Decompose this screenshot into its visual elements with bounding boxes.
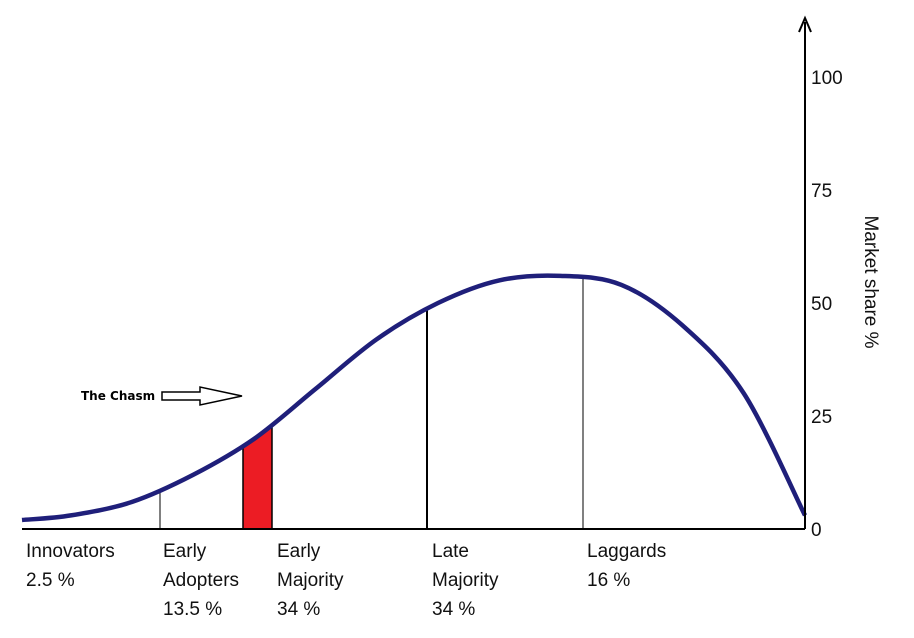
segment-label-line: Majority	[277, 570, 344, 591]
segment-label-early-adopters: Early Adopters 13.5 %	[163, 541, 239, 620]
chasm-arrow	[161, 386, 243, 406]
y-tick-labels: 0 25 50 75 100	[811, 68, 843, 541]
adoption-curve	[21, 273, 808, 523]
segment-label-line: 34 %	[277, 599, 320, 620]
segment-label-laggards: Laggards 16 %	[587, 541, 666, 591]
y-tick-label: 50	[811, 294, 832, 315]
chasm-label: The Chasm	[81, 389, 155, 403]
segment-label-line: 34 %	[432, 599, 475, 620]
segment-label-line: 2.5 %	[26, 570, 75, 591]
segment-label-line: 16 %	[587, 570, 630, 591]
segment-label-line: Laggards	[587, 541, 666, 562]
y-tick-label: 75	[811, 181, 832, 202]
y-tick-label: 25	[811, 407, 832, 428]
segment-label-line: Innovators	[26, 541, 115, 562]
y-tick-label: 0	[811, 520, 822, 541]
segment-label-line: Early	[277, 541, 321, 562]
segment-label-line: Early	[163, 541, 207, 562]
y-tick-label: 100	[811, 68, 843, 89]
segment-label-line: Majority	[432, 570, 499, 591]
segment-label-line: Late	[432, 541, 469, 562]
segment-labels: Innovators 2.5 % Early Adopters 13.5 % Early M…	[26, 541, 666, 620]
y-axis-label: Market share %	[860, 215, 881, 348]
segment-label-early-majority: Early Majority 34 %	[277, 541, 344, 620]
y-axis-arrowhead	[798, 15, 812, 33]
segment-label-line: Adopters	[163, 570, 239, 591]
segment-label-innovators: Innovators 2.5 %	[26, 541, 115, 591]
segment-label-late-majority: Late Majority 34 %	[432, 541, 499, 620]
segment-label-line: 13.5 %	[163, 599, 222, 620]
